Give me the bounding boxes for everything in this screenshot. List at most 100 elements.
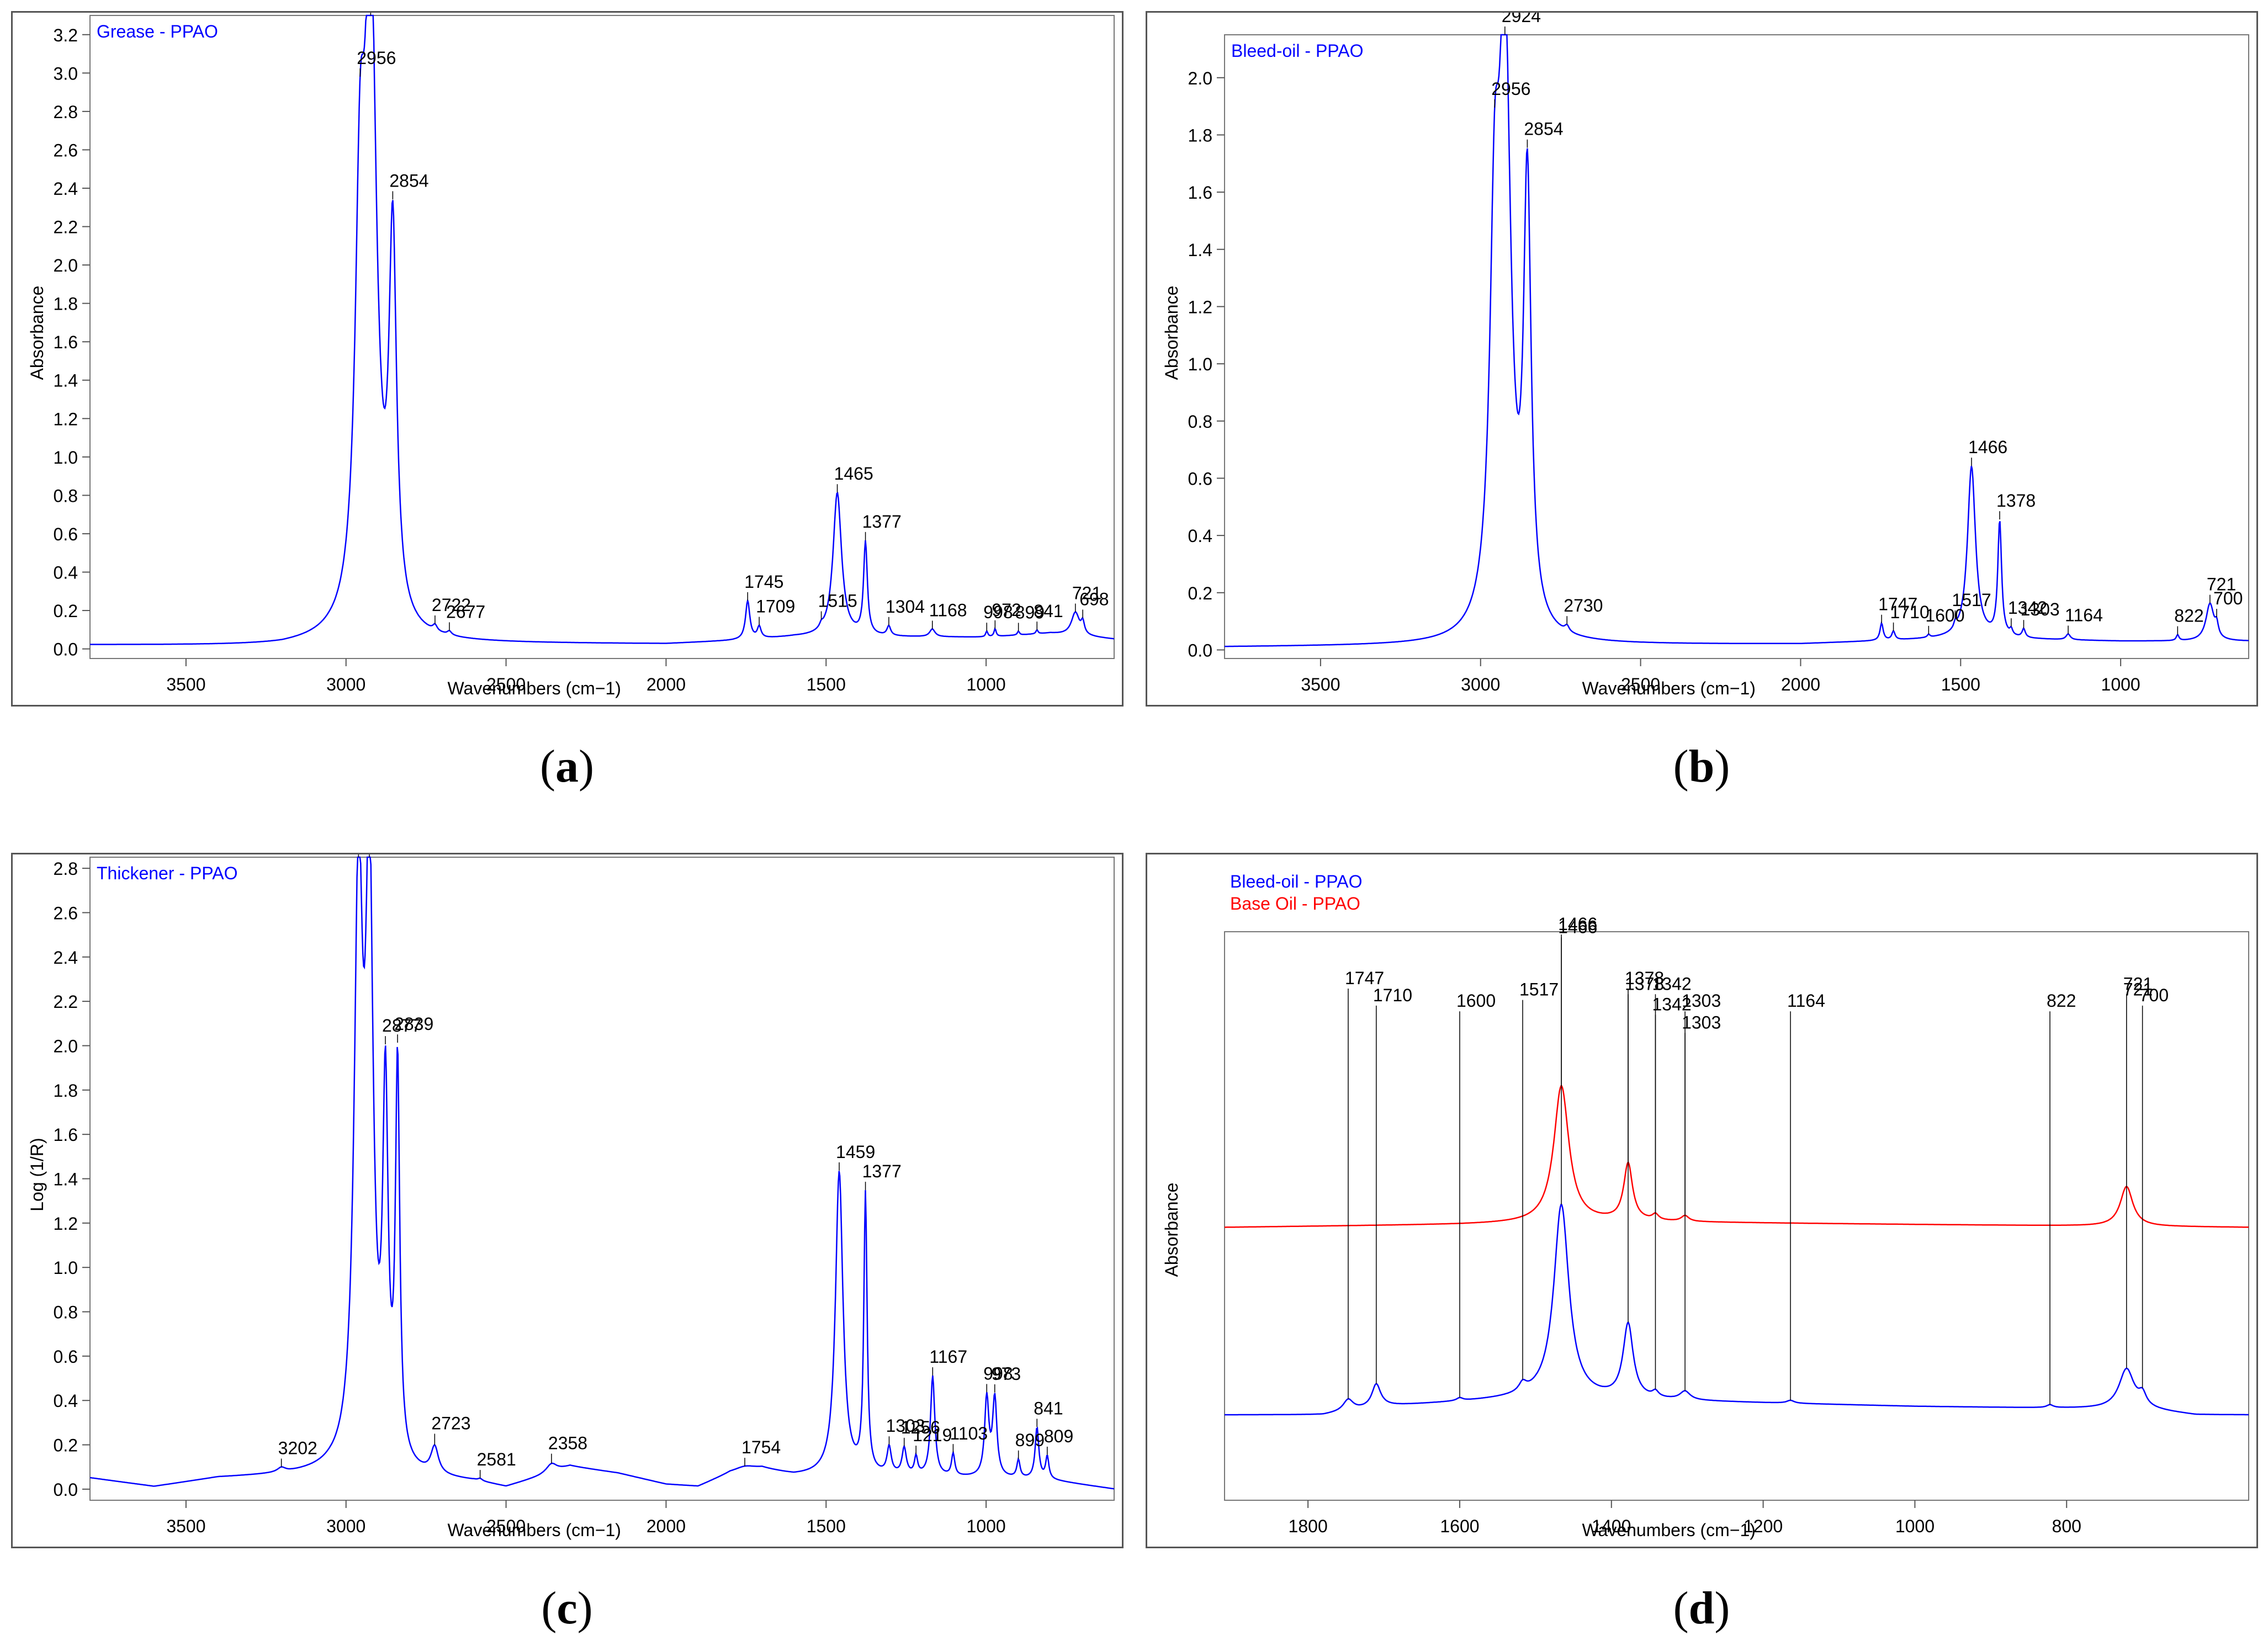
- peak-label: 2730: [1564, 596, 1603, 615]
- peak-label: 1164: [2065, 605, 2103, 625]
- x-tick-label: 3500: [1301, 675, 1340, 694]
- x-axis-label: Wavenumbers (cm−1): [448, 1520, 621, 1540]
- peak-label: 1710: [1890, 602, 1930, 622]
- peak-label: 972: [992, 600, 1021, 620]
- y-tick-label: 0.4: [1188, 526, 1212, 546]
- peak-label: 1747: [1345, 968, 1384, 988]
- caption-a: (a): [540, 741, 594, 792]
- x-tick-label: 3000: [1461, 675, 1500, 694]
- peak-label: 822: [2174, 606, 2203, 626]
- peak-label: 1103: [950, 1424, 988, 1443]
- y-tick-label: 0.2: [1188, 583, 1212, 603]
- peak-label: 1378: [1996, 491, 2036, 511]
- y-tick-label: 1.8: [54, 294, 78, 314]
- peak-label: 1168: [929, 600, 967, 620]
- peak-label: 698: [1079, 589, 1109, 609]
- peak-label: 1377: [862, 512, 902, 532]
- x-tick-label: 1000: [2101, 675, 2140, 694]
- peak-label: 1378: [1625, 974, 1664, 994]
- x-tick-label: 1200: [1744, 1516, 1783, 1536]
- chart-title: Bleed-oil - PPAO: [1231, 41, 1364, 61]
- x-tick-label: 1000: [967, 1516, 1006, 1536]
- chart-title: Grease - PPAO: [97, 22, 218, 41]
- y-tick-label: 2.0: [1188, 68, 1212, 88]
- peak-label: 2581: [477, 1449, 516, 1469]
- peak-label: 1466: [1558, 917, 1597, 937]
- x-tick-label: 1800: [1289, 1516, 1328, 1536]
- caption-d: (d): [1673, 1582, 1730, 1634]
- plot-frame: [1224, 931, 2249, 1501]
- peak-label: 1342: [1652, 974, 1691, 994]
- x-tick-label: 1500: [807, 1516, 846, 1536]
- x-tick-label: 3500: [166, 1516, 205, 1536]
- y-tick-label: 0.6: [1188, 469, 1212, 488]
- peak-label: 1465: [834, 464, 873, 484]
- peak-label: 841: [1034, 601, 1063, 621]
- chart-a: 3500 3000 2500 2000 1500 1000 0.0 0.2 0.4 0.6 0.8 1…: [27, 13, 1115, 698]
- x-tick-label: 2000: [647, 1516, 686, 1536]
- peak-label: 1747: [1878, 594, 1917, 614]
- x-axis-label: Wavenumbers (cm−1): [1582, 1520, 1756, 1540]
- peak-label: 809: [1044, 1426, 1073, 1446]
- y-tick-label: 0.8: [54, 1303, 78, 1323]
- x-axis-label: Wavenumbers (cm−1): [448, 678, 621, 698]
- chart-b: 3500 3000 2500 2000 1500 1000 0.0 0.2 0.4 0.6 0.8 1…: [1162, 13, 2249, 698]
- peak-label: 2854: [389, 171, 428, 190]
- peak-label: 2956: [357, 48, 396, 68]
- chart-panel-d: 1800 1600 1400 1200 1000 800 Wavenumbers (cm−1…: [1146, 853, 2258, 1548]
- plot-frame: [1224, 34, 2249, 659]
- peak-label: 1459: [836, 1142, 875, 1162]
- peak-label: 1600: [1456, 991, 1496, 1011]
- peak-label: 2839: [394, 1014, 433, 1034]
- y-tick-label: 1.6: [54, 332, 78, 352]
- peak-label: 2358: [548, 1433, 587, 1453]
- y-tick-label: 1.2: [1188, 297, 1212, 317]
- peak-label: 1256: [901, 1417, 940, 1437]
- peak-label: 1167: [929, 1347, 967, 1367]
- x-tick-label: 2000: [1781, 675, 1820, 694]
- peak-label: 998: [983, 1363, 1013, 1383]
- peak-label: 1342: [1652, 994, 1691, 1014]
- peak-label: 1515: [818, 591, 857, 611]
- caption-b: (b): [1673, 741, 1730, 792]
- plot-frame: [89, 15, 1115, 659]
- spectrum-line-1: [90, 14, 1115, 645]
- peak-label: 1709: [756, 597, 795, 617]
- peak-label: 1304: [886, 597, 925, 617]
- y-tick-label: 0.6: [54, 524, 78, 544]
- y-tick-label: 2.6: [54, 903, 78, 923]
- plot-frame: [89, 857, 1115, 1501]
- y-tick-label: 1.2: [54, 1214, 78, 1234]
- y-tick-label: 0.0: [54, 1480, 78, 1500]
- peak-label: 1219: [913, 1425, 952, 1445]
- legend-entry: Base Oil - PPAO: [1230, 894, 1360, 914]
- peak-label: 700: [2213, 588, 2243, 608]
- x-tick-label: 2000: [647, 675, 686, 694]
- y-tick-label: 1.0: [54, 1258, 78, 1278]
- peak-label: 1342: [2008, 598, 2047, 618]
- peak-label: 899: [1015, 1430, 1045, 1450]
- y-tick-label: 1.4: [54, 371, 78, 391]
- y-tick-label: 0.2: [54, 601, 78, 621]
- y-tick-label: 0.4: [54, 563, 78, 583]
- peak-label: 1517: [1519, 980, 1559, 1000]
- peak-label: 1303: [886, 1416, 925, 1436]
- spectrum-line-1: [89, 856, 1115, 1490]
- chart-panel-c: 3500 3000 2500 2000 1500 1000 0.0 0.2 0.4 0.6 0.8 1…: [11, 853, 1124, 1548]
- peak-label: 3202: [278, 1438, 317, 1458]
- chart-panel-b: 3500 3000 2500 2000 1500 1000 0.0 0.2 0.4 0.6 0.8 1…: [1146, 11, 2258, 707]
- caption-c: (c): [541, 1582, 593, 1634]
- y-tick-label: 1.2: [54, 409, 78, 429]
- peak-label: 899: [1015, 602, 1045, 622]
- y-tick-label: 2.6: [54, 140, 78, 160]
- y-tick-label: 1.0: [1188, 354, 1212, 374]
- peak-label: 2924: [1502, 13, 1541, 26]
- peak-label: 2722: [432, 595, 471, 615]
- y-axis-label: Absorbance: [1162, 1183, 1181, 1277]
- y-tick-label: 1.8: [1188, 125, 1212, 145]
- y-tick-label: 0.8: [1188, 412, 1212, 432]
- y-tick-label: 2.2: [54, 992, 78, 1012]
- y-tick-label: 1.6: [54, 1125, 78, 1145]
- peak-label: 2854: [1524, 119, 1563, 139]
- peak-label: 1303: [1682, 1012, 1721, 1032]
